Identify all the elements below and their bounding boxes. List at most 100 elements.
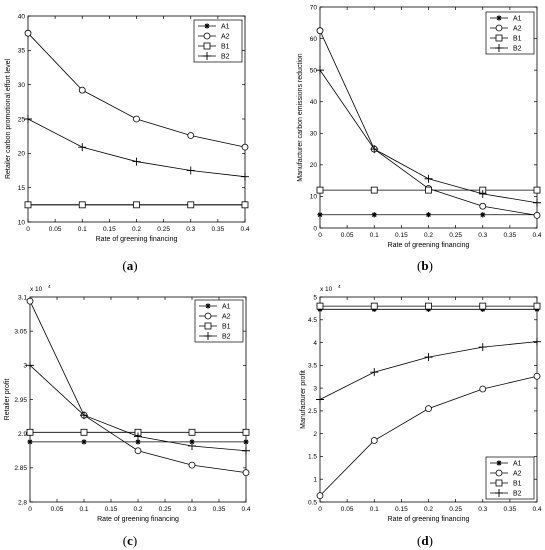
legend-entry: B1 (513, 481, 522, 488)
series-B2 (26, 361, 250, 455)
legend-box (193, 19, 243, 63)
y-tick-label: 3 (23, 363, 27, 370)
x-tick-label: 0.25 (159, 506, 172, 513)
data-point (80, 428, 88, 436)
y-tick-label: 40 (18, 13, 26, 20)
data-point (26, 428, 34, 436)
x-axis-label: Rate of greening financing (388, 516, 470, 523)
y-tick-label: 2.8 (18, 499, 27, 506)
legend-marker (495, 489, 503, 497)
x-tick-label: 0 (28, 506, 32, 513)
data-point (133, 115, 140, 123)
legend-entry: B2 (222, 334, 231, 341)
data-point (370, 186, 378, 194)
y-tick-label: 3.05 (14, 328, 27, 335)
legend-entry: A2 (222, 314, 231, 321)
panel-caption: (c) (123, 533, 137, 548)
x-tick-label: 0.1 (78, 226, 87, 233)
y-tick-label: 0.5 (308, 499, 317, 506)
y-tick-label: 5 (313, 294, 317, 301)
legend-marker (203, 42, 211, 50)
data-point (478, 343, 487, 352)
legend-marker (204, 322, 212, 330)
data-point (78, 201, 86, 209)
data-point (26, 361, 34, 370)
x-tick-label: 0.15 (103, 226, 116, 233)
legend-marker (496, 15, 502, 21)
series-B1 (24, 201, 249, 209)
x-axis-label: Rate of greening financing (96, 236, 178, 243)
y-tick-label: 40 (310, 99, 318, 106)
legend-entry: B2 (221, 54, 230, 61)
y-tick-label: 20 (18, 151, 26, 158)
data-point (425, 212, 432, 218)
legend-entry: A2 (513, 471, 522, 478)
panel-caption: (d) (417, 533, 433, 548)
legend: A1 A2 B1 B2 (194, 299, 244, 343)
y-tick-label: 30 (310, 131, 318, 138)
data-point (533, 186, 541, 194)
x-tick-label: 0.1 (370, 506, 379, 513)
data-point (241, 143, 249, 151)
data-point (533, 302, 541, 310)
series-A2 (24, 29, 249, 151)
series-A1 (27, 439, 249, 445)
data-point (78, 143, 87, 152)
legend-marker (496, 460, 502, 466)
x-tick-label: 0.2 (132, 226, 141, 233)
y-tick-label: 10 (310, 194, 318, 201)
data-point (81, 439, 87, 445)
chart-panel-4: 0 0.05 0.1 0.15 0.2 0.25 0.3 0.35 0.4 0.5 1 1.5 2 2.5… (300, 284, 542, 548)
legend-entry: B1 (513, 36, 522, 43)
legend-entry: B2 (513, 46, 522, 53)
y-tick-label: 10 (18, 219, 26, 226)
data-point (479, 385, 487, 393)
y-exponent-power: 4 (338, 284, 341, 289)
data-point (187, 201, 195, 209)
data-point (370, 302, 378, 310)
legend-marker (204, 332, 212, 340)
y-exponent-power: 4 (48, 284, 51, 289)
legend-marker (205, 303, 211, 309)
legend-marker (203, 32, 211, 40)
data-point (241, 172, 249, 181)
legend-entry: B2 (513, 491, 522, 498)
data-point (187, 132, 195, 139)
data-point (80, 411, 88, 420)
legend-box (194, 299, 244, 343)
x-tick-label: 0.05 (51, 506, 64, 513)
data-point (316, 395, 324, 404)
series-B2 (316, 66, 541, 207)
data-point (425, 405, 432, 413)
chart-panel-3: 0 0.05 0.1 0.15 0.2 0.25 0.3 0.35 0.4 2.8 2.85 2.9 2… (4, 284, 251, 548)
data-point (189, 439, 195, 445)
legend-box (485, 11, 535, 55)
x-tick-label: 0 (318, 232, 322, 239)
data-point (317, 212, 323, 218)
series-B1 (26, 428, 250, 436)
data-point (424, 174, 433, 183)
y-tick-label: 60 (310, 36, 318, 43)
x-tick-label: 0.35 (504, 232, 517, 239)
data-point (78, 86, 86, 94)
x-tick-label: 0.1 (79, 506, 88, 513)
y-tick-label: 1.5 (308, 454, 317, 461)
chart-panel-2: 0 0.05 0.1 0.15 0.2 0.25 0.3 0.35 0.4 0 10 20 30 40 50… (297, 4, 542, 273)
data-point (243, 439, 249, 445)
x-tick-label: 0.35 (213, 506, 226, 513)
data-point (478, 189, 487, 198)
data-point (316, 492, 324, 500)
data-point (533, 198, 541, 207)
data-point (370, 145, 379, 154)
x-tick-label: 0.3 (187, 506, 196, 513)
series-A1 (317, 212, 540, 218)
data-point (186, 166, 195, 175)
x-tick-label: 0.4 (241, 506, 250, 513)
data-point (24, 201, 32, 209)
legend-marker (495, 479, 503, 487)
x-tick-label: 0.2 (133, 506, 142, 513)
data-point (533, 211, 541, 219)
legend-marker (204, 312, 212, 320)
legend-marker (203, 52, 211, 60)
